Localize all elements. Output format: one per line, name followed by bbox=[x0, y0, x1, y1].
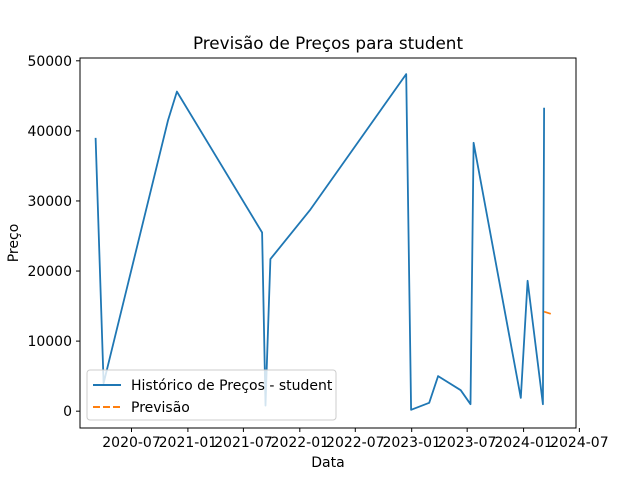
x-tick-label: 2021-01 bbox=[159, 435, 218, 451]
y-tick-label: 40000 bbox=[27, 124, 72, 140]
x-tick-label: 2020-07 bbox=[102, 435, 161, 451]
series-line-previsao bbox=[543, 310, 554, 316]
x-axis-label: Data bbox=[311, 455, 344, 471]
x-axis-ticks: 2020-072021-012021-072022-012022-072023-… bbox=[102, 428, 609, 451]
x-tick-label: 2022-07 bbox=[326, 435, 385, 451]
plot-frame bbox=[79, 57, 577, 429]
legend-box bbox=[86, 369, 337, 421]
x-tick-label: 2023-07 bbox=[438, 435, 497, 451]
chart-title: Previsão de Preços para student bbox=[193, 33, 463, 53]
legend: Histórico de Preços - student Previsão bbox=[86, 369, 337, 421]
x-tick-label: 2024-07 bbox=[550, 435, 609, 451]
plot-series bbox=[94, 73, 554, 411]
y-tick-label: 50000 bbox=[27, 54, 72, 70]
y-tick-label: 20000 bbox=[27, 264, 72, 280]
legend-label-historico: Histórico de Preços - student bbox=[131, 378, 333, 394]
y-tick-label: 30000 bbox=[27, 194, 72, 210]
y-tick-label: 0 bbox=[63, 404, 72, 420]
y-tick-label: 10000 bbox=[27, 334, 72, 350]
y-axis-ticks: 0 10000 20000 30000 40000 50000 bbox=[27, 54, 80, 420]
x-tick-label: 2022-01 bbox=[271, 435, 330, 451]
x-tick-label: 2021-07 bbox=[214, 435, 273, 451]
legend-label-previsao: Previsão bbox=[131, 400, 190, 416]
y-axis-label: Preço bbox=[6, 224, 22, 263]
x-tick-label: 2024-01 bbox=[494, 435, 553, 451]
x-tick-label: 2023-01 bbox=[382, 435, 441, 451]
series-line-historico bbox=[94, 73, 545, 411]
